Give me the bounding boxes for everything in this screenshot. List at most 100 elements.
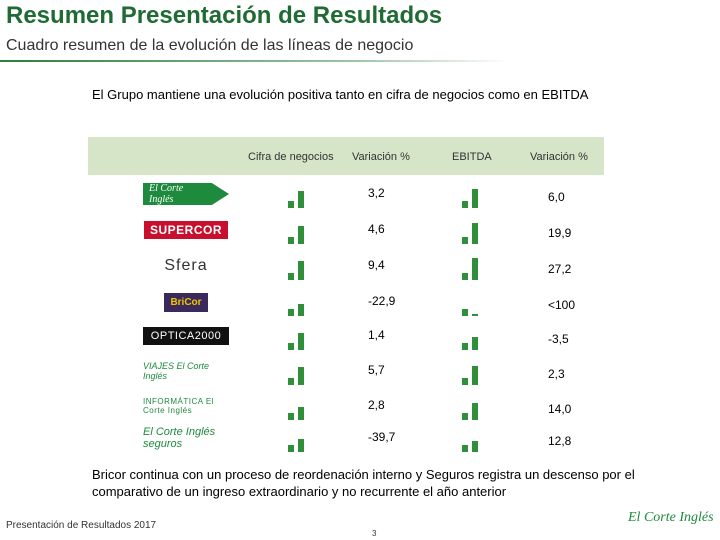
viajes-logo: VIAJES El Corte Inglés [143,359,229,383]
ebitda-bar-icon [462,394,484,420]
bar-current [298,407,304,420]
bar-base [288,237,294,244]
bar-current [298,191,304,208]
cifra-variation: 4,6 [368,222,385,236]
seguros-logo: El Corte Inglés seguros [143,426,229,450]
brand-logo: El Corte Inglés [628,510,714,525]
bar-base [288,273,294,280]
bar-current [298,261,304,280]
bar-current [472,189,478,208]
bar-current [472,337,478,350]
col-variacion2-header: Variación % [530,151,588,163]
bar-current [298,226,304,244]
cifra-bar-icon [288,182,310,208]
bar-base [462,201,468,208]
logo-label: El Corte Inglés seguros [143,426,216,450]
bar-base [288,343,294,350]
logo-label: El Corte Inglés [143,183,229,205]
bar-current [472,258,478,280]
bar-base [288,309,294,316]
ebitda-bar-icon [462,359,484,385]
bar-current [472,403,478,420]
ebitda-variation: 12,8 [548,434,572,448]
el-corte-ingles-logo: El Corte Inglés [143,182,229,206]
bar-base [462,273,468,280]
cifra-variation: 5,7 [368,363,385,377]
logo-label: INFORMÁTICA El Corte Inglés [143,397,215,415]
bar-base [462,237,468,244]
informatica-logo: INFORMÁTICA El Corte Inglés [143,394,229,418]
page-number: 3 [372,529,377,538]
col-ebitda-header: EBITDA [452,151,492,163]
bar-current [472,314,478,316]
title-divider [0,60,510,62]
table-header [88,137,604,175]
bar-current [472,223,478,244]
bar-base [462,378,468,385]
ebitda-variation: <100 [548,298,576,312]
table-row: SUPERCOR 4,6 19,9 [88,214,604,250]
bar-base [288,201,294,208]
table-row: BriCor -22,9 <100 [88,286,604,322]
col-cifra-header: Cifra de negocios [248,151,334,163]
cifra-variation: 2,8 [368,398,385,412]
cifra-variation: 9,4 [368,258,385,272]
logo-label: VIAJES El Corte Inglés [143,361,210,381]
ebitda-variation: 6,0 [548,190,565,204]
cifra-bar-icon [288,218,310,244]
cifra-variation: 1,4 [368,328,385,342]
bar-base [462,343,468,350]
ebitda-bar-icon [462,254,484,280]
cifra-bar-icon [288,254,310,280]
ebitda-bar-icon [462,218,484,244]
ebitda-variation: 27,2 [548,262,572,276]
logo-label: BriCor [164,292,208,312]
col-variacion1-header: Variación % [352,151,410,163]
logo-label: OPTICA2000 [142,327,230,345]
table-row: OPTICA2000 1,4 -3,5 [88,320,604,356]
ebitda-variation: 2,3 [548,367,565,381]
cifra-bar-icon [288,426,310,452]
logo-label: SUPERCOR [143,221,228,239]
bar-base [462,413,468,420]
table-row: El Corte Inglés seguros -39,7 12,8 [88,422,604,458]
bar-base [462,309,468,316]
ebitda-bar-icon [462,182,484,208]
bar-current [298,333,304,350]
ebitda-variation: 19,9 [548,226,572,240]
cifra-bar-icon [288,290,310,316]
cifra-bar-icon [288,394,310,420]
cifra-variation: -22,9 [368,294,396,308]
ebitda-bar-icon [462,426,484,452]
bar-current [472,441,478,452]
ebitda-bar-icon [462,290,484,316]
bar-current [472,366,478,385]
page-title: Resumen Presentación de Resultados [6,2,443,29]
bar-base [288,378,294,385]
cifra-variation: 3,2 [368,186,385,200]
table-row: VIAJES El Corte Inglés 5,7 2,3 [88,355,604,391]
logo-label: Sfera [164,257,208,274]
table-row: Sfera 9,4 27,2 [88,250,604,286]
cifra-bar-icon [288,324,310,350]
page-subtitle: Cuadro resumen de la evolución de las lí… [6,37,414,54]
bricor-logo: BriCor [143,290,229,314]
cifra-variation: -39,7 [368,430,396,444]
bar-current [298,367,304,385]
bar-base [462,445,468,452]
footer-caption: Presentación de Resultados 2017 [6,520,157,531]
footer-note: Bricor continua con un proceso de reorde… [92,467,635,499]
bar-base [288,413,294,420]
intro-text: El Grupo mantiene una evolución positiva… [92,87,589,102]
bar-current [298,439,304,452]
optica2000-logo: OPTICA2000 [142,324,230,348]
cifra-bar-icon [288,359,310,385]
supercor-logo: SUPERCOR [143,218,229,242]
ebitda-variation: 14,0 [548,402,572,416]
sfera-logo: Sfera [143,254,229,278]
table-row: INFORMÁTICA El Corte Inglés 2,8 14,0 [88,390,604,426]
ebitda-variation: -3,5 [548,332,569,346]
bar-current [298,304,304,316]
bar-base [288,445,294,452]
ebitda-bar-icon [462,324,484,350]
